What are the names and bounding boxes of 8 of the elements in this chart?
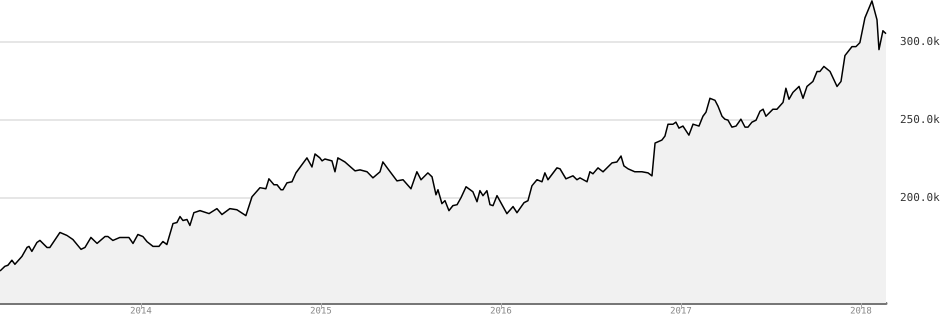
- x-tick-label: 2014: [130, 306, 152, 316]
- x-tick-label: 2015: [310, 306, 332, 316]
- y-tick-label: 200.0k: [900, 191, 940, 204]
- y-tick-label: 300.0k: [900, 35, 940, 48]
- x-tick-label: 2016: [490, 306, 512, 316]
- x-tick-label: 2018: [850, 306, 872, 316]
- y-tick-label: 250.0k: [900, 113, 940, 126]
- x-tick-label: 2017: [670, 306, 692, 316]
